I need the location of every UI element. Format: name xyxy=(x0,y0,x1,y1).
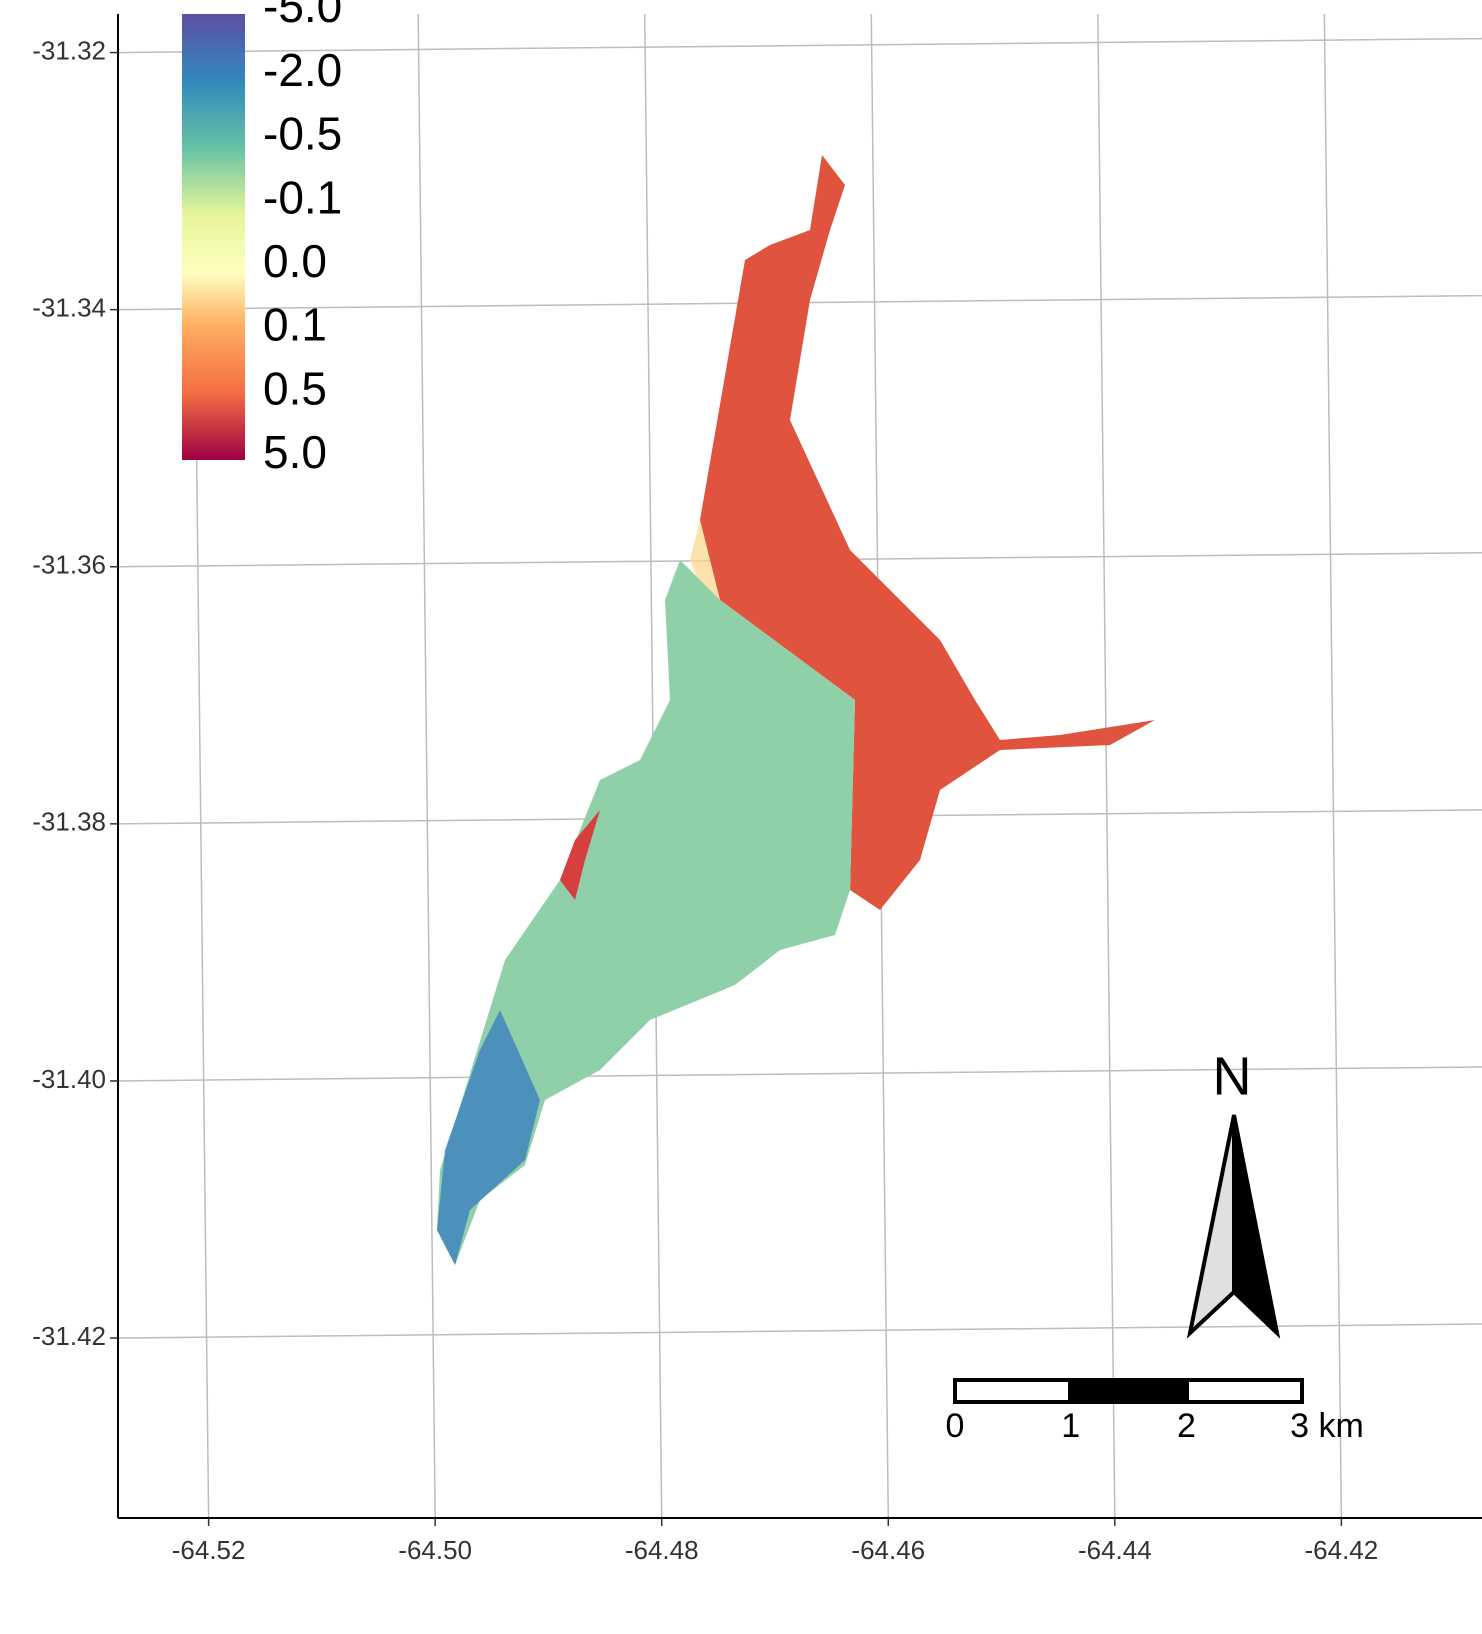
colorbar xyxy=(182,14,245,460)
north-label: N xyxy=(1213,1046,1252,1106)
legend-label: -2.0 xyxy=(263,44,342,96)
x-tick-label: -64.44 xyxy=(1078,1535,1152,1565)
scale-segment xyxy=(953,1378,1072,1404)
y-tick-label: -31.40 xyxy=(32,1064,106,1094)
legend: -5.0 -2.0 -0.5 -0.1 0.0 0.1 0.5 5.0 xyxy=(263,0,342,478)
x-tick-label: -64.48 xyxy=(625,1535,699,1565)
y-tick-label: -31.36 xyxy=(32,550,106,580)
x-tick-label: -64.42 xyxy=(1305,1535,1379,1565)
scale-label: 1 xyxy=(1061,1407,1080,1445)
legend-label: 0.0 xyxy=(263,235,327,287)
grid-line xyxy=(417,13,436,1519)
raster-edge xyxy=(560,810,600,900)
x-tick-label: -64.46 xyxy=(851,1535,925,1565)
raster-negative xyxy=(437,560,855,1265)
north-arrow-left xyxy=(1186,1114,1236,1339)
legend-label: -0.1 xyxy=(263,171,342,223)
y-tick-label: -31.38 xyxy=(32,807,106,837)
grid-line xyxy=(1097,13,1116,1519)
legend-label: 0.5 xyxy=(263,362,327,414)
x-tick-label: -64.50 xyxy=(398,1535,472,1565)
y-tick-label: -31.32 xyxy=(32,35,106,65)
legend-label: -0.5 xyxy=(263,108,342,160)
north-arrow-right xyxy=(1232,1114,1281,1339)
grid-line xyxy=(117,1323,1482,1339)
x-tick-label: -64.52 xyxy=(172,1535,246,1565)
scale-labels: 0 1 2 3 km xyxy=(946,1407,1364,1445)
raster xyxy=(437,155,1155,1265)
raster-positive xyxy=(700,155,1155,910)
grid-line xyxy=(117,37,1482,54)
legend-label: 0.1 xyxy=(263,299,327,351)
grid-line xyxy=(1323,13,1343,1519)
legend-label: 5.0 xyxy=(263,426,327,478)
grid-line xyxy=(117,1066,1482,1082)
legend-label: -5.0 xyxy=(263,0,342,32)
scale-label: 3 km xyxy=(1290,1407,1364,1445)
scale-label: 2 xyxy=(1177,1407,1196,1445)
scale-label: 0 xyxy=(946,1407,965,1445)
y-tick-label: -31.42 xyxy=(32,1321,106,1351)
raster-strong-negative xyxy=(437,1010,540,1265)
scale-segment xyxy=(1068,1378,1189,1404)
y-tick-label: -31.34 xyxy=(32,293,106,323)
scale-segment xyxy=(1185,1378,1304,1404)
